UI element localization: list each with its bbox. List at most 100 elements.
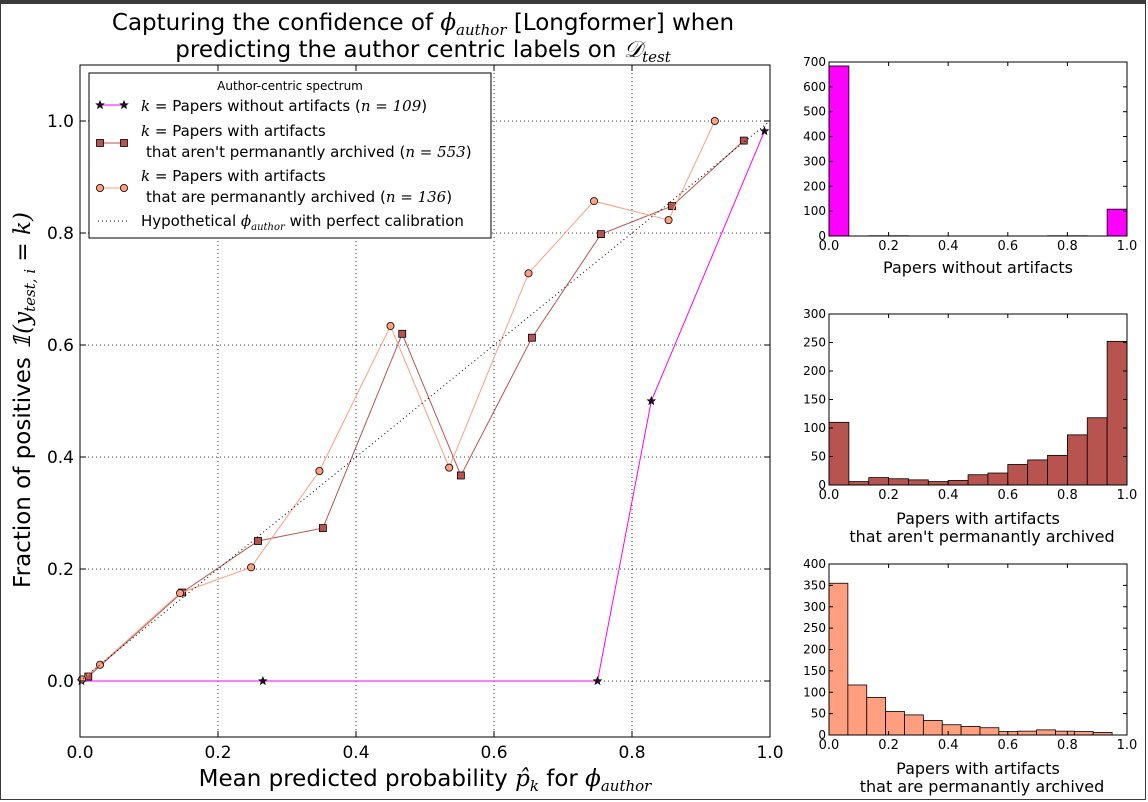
main-x-axis-label: Mean predicted probability p̂k for ϕauth…	[199, 766, 653, 795]
legend-swatch-not-archived	[96, 139, 128, 147]
histogram-bar	[1047, 454, 1068, 486]
histogram-y-tick-label: 300	[803, 154, 826, 168]
histogram-bar	[1036, 729, 1056, 736]
series-archived-point	[664, 216, 673, 225]
histogram-y-tick-label: 500	[803, 105, 826, 119]
y-tick-label: 1.0	[47, 112, 74, 132]
histogram-bar	[960, 726, 981, 736]
series-not-archived-point	[456, 471, 465, 480]
histogram-y-tick-label: 250	[803, 336, 826, 350]
histogram-x-tick-label: 0.6	[997, 738, 1018, 753]
histogram-y-tick-label: 0	[818, 478, 826, 492]
histogram-y-tick-label: 400	[803, 130, 826, 144]
histogram-x-tick-label: 0.0	[819, 488, 840, 503]
y-tick-label: 0.6	[47, 336, 74, 356]
histogram-bar	[908, 479, 929, 486]
series-archived-point	[386, 321, 395, 330]
legend-box	[88, 72, 492, 239]
series-not-archived-point	[528, 333, 536, 342]
histogram-x-tick-label: 0.8	[1057, 239, 1078, 254]
legend-markers	[95, 100, 129, 222]
histogram-y-tick-label: 50	[811, 450, 826, 464]
histogram-y-tick-label: 50	[811, 707, 826, 721]
histogram-no-artifacts: 0.0 0.2 0.4 0.6 0.8 1.0 0 100 200 300 400 500 600 700	[803, 55, 1137, 254]
series-no-artifacts-point	[646, 395, 657, 406]
histogram-bar	[967, 474, 989, 486]
histogram-bar	[828, 65, 850, 237]
series-no-artifacts-point	[258, 675, 268, 686]
histogram-x-tick-label: 0.2	[878, 239, 899, 254]
histogram-bar	[828, 421, 850, 486]
legend-swatch-no-artifacts	[95, 100, 129, 110]
histogram-bar	[1017, 730, 1038, 736]
histogram-y-tick-label: 600	[803, 80, 826, 94]
histogram-y-tick-label: 300	[803, 600, 826, 614]
series-archived-point	[96, 660, 105, 669]
series-not-archived-point	[739, 136, 748, 145]
histogram-bar	[1027, 459, 1048, 486]
legend-title: Author-centric spectrum	[217, 79, 363, 93]
legend-swatch-archived	[96, 183, 129, 192]
histogram-y-tick-label: 0	[818, 229, 826, 243]
histogram-bar	[866, 696, 887, 736]
series-archived-point	[590, 197, 599, 206]
main-ticks: 0.0 0.0 0.2 0.2 0.4 0.4 0.6 0.6 0.8 0.8 1.0 1.0	[47, 65, 784, 763]
histogram-y-tick-label: 400	[803, 557, 826, 571]
hist-not-archived-title-line1: Papers with artifacts	[896, 509, 1060, 528]
series-not-archived-point	[254, 537, 262, 545]
histogram-bar	[848, 481, 870, 486]
histogram-y-tick-label: 150	[803, 393, 826, 407]
histogram-x-tick-label: 0.8	[1057, 488, 1078, 503]
y-tick-label: 0.0	[47, 672, 74, 692]
histogram-bar	[927, 481, 949, 486]
series-archived-point	[445, 463, 454, 472]
x-tick-label: 0.4	[342, 743, 369, 763]
histogram-y-tick-label: 150	[803, 664, 826, 678]
series-not-archived-point	[318, 524, 327, 533]
histogram-y-tick-label: 250	[803, 621, 826, 635]
histogram-x-tick-label: 0.2	[878, 488, 899, 503]
legend-entry-archived-line2: that are permanantly archived (n = 136)	[146, 188, 452, 206]
histogram-bar	[1007, 464, 1029, 486]
x-tick-label: 1.0	[756, 743, 783, 763]
histogram-y-tick-label: 200	[803, 643, 826, 657]
histogram-x-tick-label: 0.8	[1057, 738, 1078, 753]
histogram-bar	[941, 724, 962, 736]
legend-entry-not-archived-line1: k = Papers with artifacts	[141, 122, 326, 140]
histogram-bar	[1106, 340, 1128, 486]
series-not-archived-point	[597, 230, 605, 239]
histogram-x-tick-label: 0.4	[938, 738, 959, 753]
histogram-bar	[987, 472, 1009, 486]
histogram-y-tick-label: 200	[803, 364, 826, 378]
histogram-x-tick-label: 0.0	[819, 239, 840, 254]
x-tick-label: 0.8	[618, 743, 645, 763]
histogram-y-tick-label: 700	[803, 55, 826, 69]
histogram-x-tick-label: 0.6	[997, 239, 1018, 254]
series-archived-point	[247, 563, 256, 572]
histogram-not-archived: 0.0 0.2 0.4 0.6 0.8 1.0 0 50 100 150 200 250 300	[803, 307, 1137, 503]
legend-entry-no-artifacts: k = Papers without artifacts (n = 109)	[141, 97, 427, 115]
y-tick-label: 0.8	[47, 224, 74, 244]
histogram-bar	[1106, 208, 1128, 237]
histogram-x-tick-label: 1.0	[1117, 239, 1138, 254]
histogram-bar	[1055, 730, 1075, 736]
legend-entry-archived-line1: k = Papers with artifacts	[141, 167, 326, 185]
hist-archived-title-line1: Papers with artifacts	[896, 759, 1060, 778]
legend: Author-centric spectrum k = Papers witho…	[88, 72, 492, 239]
histogram-bar	[1086, 417, 1108, 486]
histogram-x-tick-label: 0.2	[878, 738, 899, 753]
histogram-y-tick-label: 100	[803, 685, 826, 699]
series-archived-point	[315, 466, 324, 475]
histogram-x-tick-label: 1.0	[1117, 738, 1138, 753]
histogram-frame	[828, 61, 1128, 237]
histogram-bar	[868, 477, 890, 486]
hist-no-artifacts-title: Papers without artifacts	[883, 258, 1073, 277]
series-perfect-calibration-line	[79, 120, 771, 682]
histogram-bar	[947, 480, 969, 486]
x-tick-label: 0.2	[204, 743, 231, 763]
histogram-bar	[847, 684, 868, 736]
histogram-archived: 0.0 0.2 0.4 0.6 0.8 1.0 0 50 100 150 200 250 300 350 4…	[803, 557, 1137, 753]
legend-entry-not-archived-line2: that aren't permanantly archived (n = 55…	[146, 143, 472, 161]
histogram-x-tick-label: 0.4	[938, 488, 959, 503]
